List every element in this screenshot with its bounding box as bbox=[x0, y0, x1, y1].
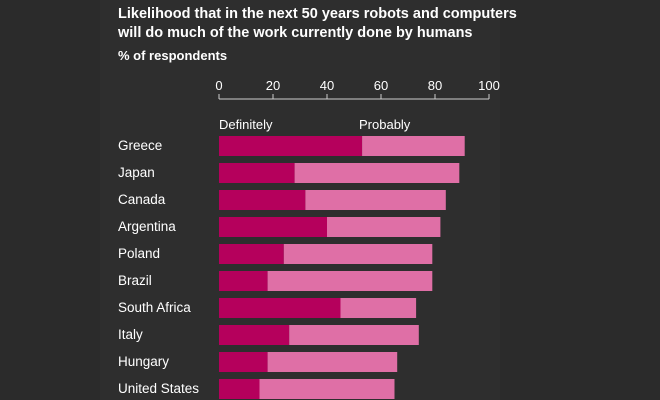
category-label-japan: Japan bbox=[118, 165, 155, 180]
x-tick-label: 60 bbox=[374, 78, 388, 93]
bar-definitely-poland bbox=[219, 244, 284, 264]
legend-definitely: Definitely bbox=[219, 117, 273, 132]
bar-probably-south-africa bbox=[340, 298, 417, 318]
bar-definitely-south-africa bbox=[219, 298, 341, 318]
bar-probably-japan bbox=[294, 163, 460, 183]
bar-probably-italy bbox=[289, 325, 419, 345]
category-label-united-states: United States bbox=[118, 381, 199, 396]
bar-definitely-united-states bbox=[219, 379, 260, 399]
chart-title-line-2: will do much of the work currently done … bbox=[118, 25, 473, 41]
x-tick-label: 20 bbox=[266, 78, 280, 93]
bar-probably-greece bbox=[362, 136, 465, 156]
bar-definitely-greece bbox=[219, 136, 363, 156]
category-label-south-africa: South Africa bbox=[118, 300, 191, 315]
bar-probably-brazil bbox=[267, 271, 433, 291]
category-label-italy: Italy bbox=[118, 327, 143, 342]
bar-probably-argentina bbox=[327, 217, 441, 237]
x-tick-label: 0 bbox=[215, 78, 222, 93]
legend-probably: Probably bbox=[359, 117, 411, 132]
x-tick-label: 40 bbox=[320, 78, 334, 93]
bar-definitely-italy bbox=[219, 325, 290, 345]
bar-definitely-japan bbox=[219, 163, 295, 183]
bar-definitely-canada bbox=[219, 190, 306, 210]
bar-probably-canada bbox=[305, 190, 446, 210]
category-label-hungary: Hungary bbox=[118, 354, 169, 369]
bar-probably-hungary bbox=[267, 352, 398, 372]
category-label-canada: Canada bbox=[118, 192, 166, 207]
bar-probably-poland bbox=[283, 244, 433, 264]
x-tick-label: 100 bbox=[478, 78, 500, 93]
bar-probably-united-states bbox=[259, 379, 395, 399]
bar-definitely-argentina bbox=[219, 217, 327, 237]
category-label-poland: Poland bbox=[118, 246, 160, 261]
category-label-brazil: Brazil bbox=[118, 273, 152, 288]
bar-definitely-brazil bbox=[219, 271, 268, 291]
x-tick-label: 80 bbox=[428, 78, 442, 93]
chart-title-line-1: Likelihood that in the next 50 years rob… bbox=[118, 6, 517, 22]
category-label-argentina: Argentina bbox=[118, 219, 176, 234]
category-label-greece: Greece bbox=[118, 138, 162, 153]
bar-definitely-hungary bbox=[219, 352, 268, 372]
chart-subtitle: % of respondents bbox=[118, 48, 228, 63]
